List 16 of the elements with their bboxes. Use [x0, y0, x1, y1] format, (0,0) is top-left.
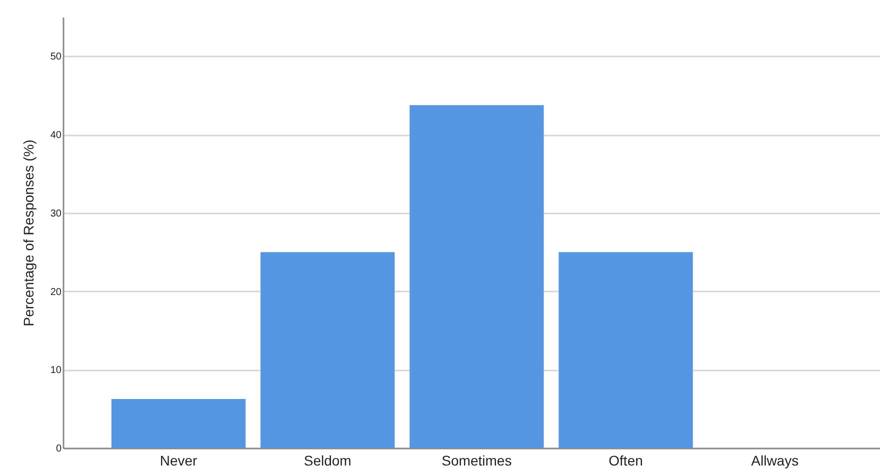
bar [111, 399, 246, 448]
y-tick-label: 40 [50, 130, 62, 142]
y-tick-label: 20 [50, 286, 62, 298]
bar [260, 252, 395, 448]
x-tick-label: Often [608, 452, 643, 468]
bar [558, 252, 693, 448]
y-axis-title: Percentage of Responses (%) [20, 140, 36, 326]
x-tick-label: Never [160, 452, 198, 468]
x-tick-label: Sometimes [442, 452, 512, 468]
y-tick-label: 50 [50, 52, 62, 63]
x-tick-label: Allways [751, 452, 799, 468]
y-tick-label: 30 [50, 208, 62, 220]
x-tick-label: Seldom [304, 452, 352, 468]
y-tick-label: 10 [50, 365, 62, 376]
y-tick-label: 0 [56, 444, 62, 454]
bar [410, 105, 544, 448]
